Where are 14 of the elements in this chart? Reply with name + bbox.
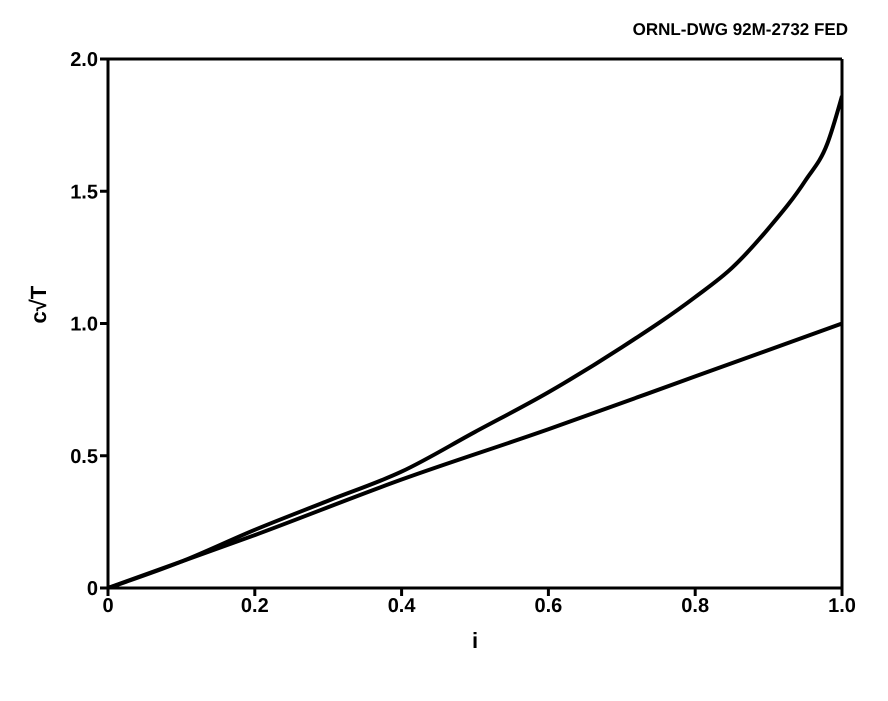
y-tick-label: 2.0 (70, 49, 98, 72)
x-tick-label: 0.8 (681, 595, 710, 618)
y-tick-label: 1.5 (70, 181, 98, 204)
x-tick-label: 0.2 (240, 595, 269, 618)
x-tick-label: 1.0 (828, 595, 856, 618)
y-tick-label: 0.5 (70, 446, 98, 468)
y-axis-title: c√T (26, 285, 51, 324)
x-tick-label: 0.4 (388, 595, 416, 618)
x-tick-label: 0.6 (534, 595, 562, 618)
x-axis-title: i (472, 628, 478, 653)
y-tick-label: 1.0 (70, 314, 98, 336)
text: ORNL-DWG 92M-2732 FED (632, 20, 848, 40)
x-tick-label: 0 (102, 595, 114, 618)
y-tick-label: 0 (86, 578, 98, 600)
